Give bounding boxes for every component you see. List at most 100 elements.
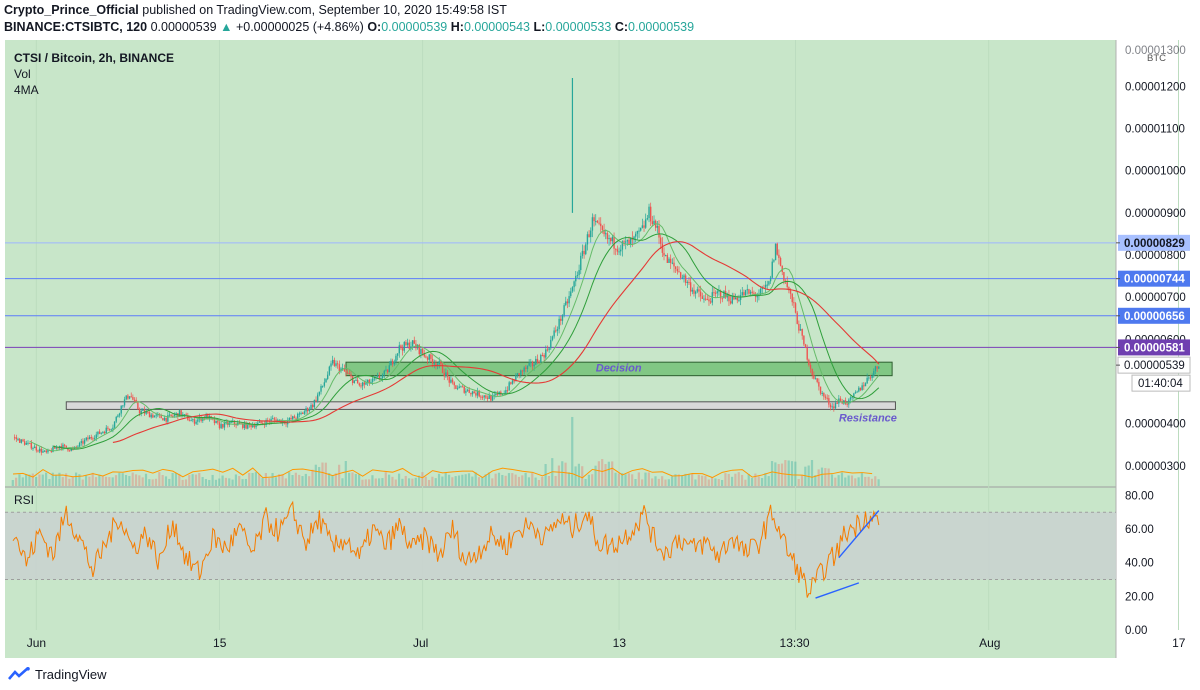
candle[interactable]	[471, 391, 474, 395]
candle[interactable]	[515, 375, 517, 382]
candle[interactable]	[153, 415, 156, 418]
candle[interactable]	[486, 397, 489, 399]
candle[interactable]	[641, 225, 644, 228]
candle[interactable]	[123, 399, 126, 406]
candle[interactable]	[738, 299, 740, 301]
candle[interactable]	[272, 418, 274, 420]
candle[interactable]	[207, 414, 209, 420]
candle[interactable]	[22, 439, 24, 442]
candle[interactable]	[621, 241, 624, 250]
candle[interactable]	[50, 450, 52, 452]
candle[interactable]	[376, 375, 379, 377]
candle[interactable]	[779, 257, 782, 266]
candle[interactable]	[488, 395, 490, 399]
author-name[interactable]: Crypto_Prince_Official	[4, 3, 139, 17]
candle[interactable]	[829, 404, 832, 408]
candle[interactable]	[803, 335, 805, 345]
candle[interactable]	[633, 236, 635, 240]
candle[interactable]	[728, 294, 730, 302]
candle[interactable]	[751, 291, 753, 293]
candle[interactable]	[298, 413, 301, 415]
candle[interactable]	[601, 226, 604, 230]
candle[interactable]	[566, 301, 569, 304]
candle[interactable]	[117, 415, 119, 417]
candle[interactable]	[635, 233, 637, 237]
candle[interactable]	[40, 448, 43, 453]
candle[interactable]	[804, 344, 807, 348]
candle[interactable]	[555, 330, 557, 332]
candle[interactable]	[703, 298, 705, 300]
candle[interactable]	[350, 374, 352, 377]
candle[interactable]	[438, 361, 440, 365]
candle[interactable]	[531, 362, 534, 367]
candle[interactable]	[553, 330, 555, 337]
candle[interactable]	[480, 396, 482, 398]
candle[interactable]	[348, 373, 351, 375]
candle[interactable]	[874, 366, 877, 371]
candle[interactable]	[25, 443, 28, 445]
candle[interactable]	[801, 329, 803, 336]
candle[interactable]	[814, 378, 817, 380]
candle[interactable]	[694, 291, 697, 294]
candle[interactable]	[453, 382, 455, 386]
candle[interactable]	[88, 437, 91, 440]
candle[interactable]	[693, 289, 695, 294]
candle[interactable]	[185, 414, 187, 416]
candle[interactable]	[588, 234, 590, 238]
candle[interactable]	[393, 361, 395, 365]
candle[interactable]	[681, 277, 684, 279]
candle[interactable]	[806, 347, 808, 360]
candle[interactable]	[848, 399, 850, 405]
candle[interactable]	[731, 295, 733, 304]
candle[interactable]	[583, 250, 585, 255]
candle[interactable]	[570, 291, 572, 297]
candle[interactable]	[719, 290, 722, 299]
candle[interactable]	[112, 427, 114, 430]
candle[interactable]	[57, 447, 59, 449]
candle[interactable]	[465, 390, 467, 393]
candle[interactable]	[643, 225, 645, 228]
candle[interactable]	[769, 277, 772, 282]
candle[interactable]	[358, 383, 361, 386]
candle[interactable]	[746, 289, 748, 291]
candle[interactable]	[98, 431, 101, 434]
candle[interactable]	[160, 414, 162, 419]
candle[interactable]	[15, 437, 18, 440]
resistance-zone[interactable]	[65, 401, 896, 410]
candle[interactable]	[55, 447, 57, 449]
candle[interactable]	[663, 252, 665, 256]
candle[interactable]	[328, 366, 331, 375]
candle[interactable]	[651, 221, 654, 225]
candle[interactable]	[320, 386, 322, 392]
candle[interactable]	[646, 218, 649, 220]
candle[interactable]	[77, 446, 79, 448]
candle[interactable]	[312, 404, 314, 408]
candle[interactable]	[43, 450, 46, 452]
candle[interactable]	[68, 450, 71, 452]
candle[interactable]	[168, 414, 171, 416]
candle[interactable]	[851, 396, 853, 398]
candle[interactable]	[871, 375, 873, 378]
candle[interactable]	[87, 437, 89, 440]
candle[interactable]	[668, 258, 670, 263]
candle[interactable]	[23, 441, 26, 445]
candle[interactable]	[560, 318, 562, 321]
candle[interactable]	[649, 206, 652, 222]
candle[interactable]	[20, 439, 23, 443]
candle[interactable]	[108, 428, 111, 430]
candle[interactable]	[568, 296, 570, 304]
candle[interactable]	[147, 411, 149, 413]
candle[interactable]	[331, 359, 334, 364]
candle[interactable]	[789, 290, 792, 294]
candle[interactable]	[849, 397, 852, 400]
price-tag[interactable]	[1118, 234, 1190, 251]
candle[interactable]	[861, 385, 863, 391]
candle[interactable]	[456, 388, 459, 390]
candle[interactable]	[170, 414, 172, 416]
candle[interactable]	[368, 379, 371, 384]
candle[interactable]	[192, 419, 194, 421]
candle[interactable]	[93, 438, 96, 440]
price-tag[interactable]	[1118, 270, 1190, 287]
candle[interactable]	[521, 370, 524, 372]
candle[interactable]	[603, 229, 605, 235]
